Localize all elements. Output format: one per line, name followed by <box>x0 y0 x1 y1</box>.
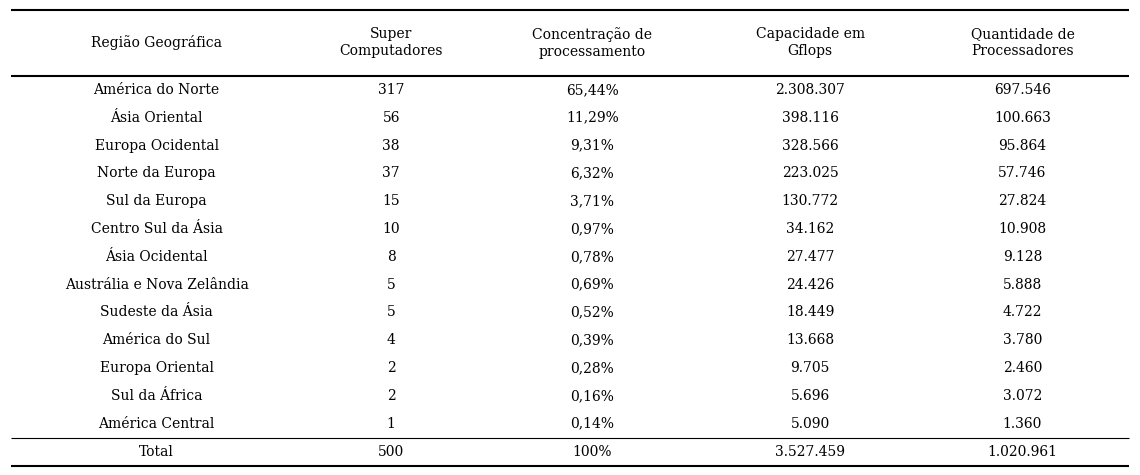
Text: 10.908: 10.908 <box>999 222 1047 236</box>
Text: 24.426: 24.426 <box>787 278 834 292</box>
Text: 9.705: 9.705 <box>790 361 830 375</box>
Text: 5: 5 <box>386 305 396 320</box>
Text: 2.308.307: 2.308.307 <box>775 83 845 97</box>
Text: 5.888: 5.888 <box>1003 278 1042 292</box>
Text: Ásia Ocidental: Ásia Ocidental <box>105 250 207 264</box>
Text: 2: 2 <box>386 389 396 403</box>
Text: 15: 15 <box>382 194 400 208</box>
Text: Capacidade em
Gflops: Capacidade em Gflops <box>756 27 865 58</box>
Text: 57.746: 57.746 <box>999 166 1047 180</box>
Text: 5.696: 5.696 <box>790 389 830 403</box>
Text: 56: 56 <box>383 111 400 125</box>
Text: Sudeste da Ásia: Sudeste da Ásia <box>100 305 213 320</box>
Text: 34.162: 34.162 <box>787 222 834 236</box>
Text: Ásia Oriental: Ásia Oriental <box>111 111 203 125</box>
Text: 38: 38 <box>383 139 400 152</box>
Text: Sul da África: Sul da África <box>111 389 203 403</box>
Text: 3.780: 3.780 <box>1003 333 1042 347</box>
Text: 500: 500 <box>378 445 405 458</box>
Text: 0,39%: 0,39% <box>570 333 614 347</box>
Text: 0,28%: 0,28% <box>570 361 614 375</box>
Text: 0,52%: 0,52% <box>570 305 614 320</box>
Text: 9.128: 9.128 <box>1003 250 1042 264</box>
Text: 3.072: 3.072 <box>1003 389 1042 403</box>
Text: 0,69%: 0,69% <box>570 278 614 292</box>
Text: Super
Computadores: Super Computadores <box>340 27 443 58</box>
Text: 1: 1 <box>386 417 396 431</box>
Text: 27.824: 27.824 <box>999 194 1047 208</box>
Text: 317: 317 <box>378 83 405 97</box>
Text: 2.460: 2.460 <box>1003 361 1042 375</box>
Text: Total: Total <box>139 445 174 458</box>
Text: América do Sul: América do Sul <box>103 333 211 347</box>
Text: 5.090: 5.090 <box>790 417 830 431</box>
Text: 0,78%: 0,78% <box>570 250 614 264</box>
Text: 0,97%: 0,97% <box>570 222 614 236</box>
Text: 3,71%: 3,71% <box>570 194 614 208</box>
Text: 100%: 100% <box>572 445 612 458</box>
Text: 10: 10 <box>382 222 400 236</box>
Text: 4: 4 <box>386 333 396 347</box>
Text: 11,29%: 11,29% <box>565 111 619 125</box>
Text: 5: 5 <box>386 278 396 292</box>
Text: 2: 2 <box>386 361 396 375</box>
Text: 223.025: 223.025 <box>782 166 839 180</box>
Text: 130.772: 130.772 <box>782 194 839 208</box>
Text: Norte da Europa: Norte da Europa <box>97 166 215 180</box>
Text: 697.546: 697.546 <box>994 83 1051 97</box>
Text: 0,14%: 0,14% <box>570 417 614 431</box>
Text: Sul da Europa: Sul da Europa <box>106 194 207 208</box>
Text: América do Norte: América do Norte <box>93 83 220 97</box>
Text: América Central: América Central <box>98 417 214 431</box>
Text: Região Geográfica: Região Geográfica <box>91 35 222 50</box>
Text: 13.668: 13.668 <box>787 333 834 347</box>
Text: 6,32%: 6,32% <box>570 166 614 180</box>
Text: Austrália e Nova Zelândia: Austrália e Nova Zelândia <box>65 278 249 292</box>
Text: Europa Oriental: Europa Oriental <box>99 361 213 375</box>
Text: 27.477: 27.477 <box>785 250 834 264</box>
Text: Europa Ocidental: Europa Ocidental <box>95 139 219 152</box>
Text: 18.449: 18.449 <box>785 305 834 320</box>
Text: 0,16%: 0,16% <box>570 389 614 403</box>
Text: 9,31%: 9,31% <box>570 139 614 152</box>
Text: 8: 8 <box>386 250 396 264</box>
Text: 1.020.961: 1.020.961 <box>987 445 1058 458</box>
Text: Concentração de
processamento: Concentração de processamento <box>532 27 652 59</box>
Text: 1.360: 1.360 <box>1003 417 1042 431</box>
Text: 65,44%: 65,44% <box>565 83 619 97</box>
Text: 100.663: 100.663 <box>994 111 1051 125</box>
Text: 328.566: 328.566 <box>782 139 839 152</box>
Text: 3.527.459: 3.527.459 <box>775 445 845 458</box>
Text: 398.116: 398.116 <box>782 111 839 125</box>
Text: 37: 37 <box>382 166 400 180</box>
Text: 4.722: 4.722 <box>1003 305 1042 320</box>
Text: Quantidade de
Processadores: Quantidade de Processadores <box>970 27 1074 58</box>
Text: Centro Sul da Ásia: Centro Sul da Ásia <box>91 222 222 236</box>
Text: 95.864: 95.864 <box>999 139 1047 152</box>
